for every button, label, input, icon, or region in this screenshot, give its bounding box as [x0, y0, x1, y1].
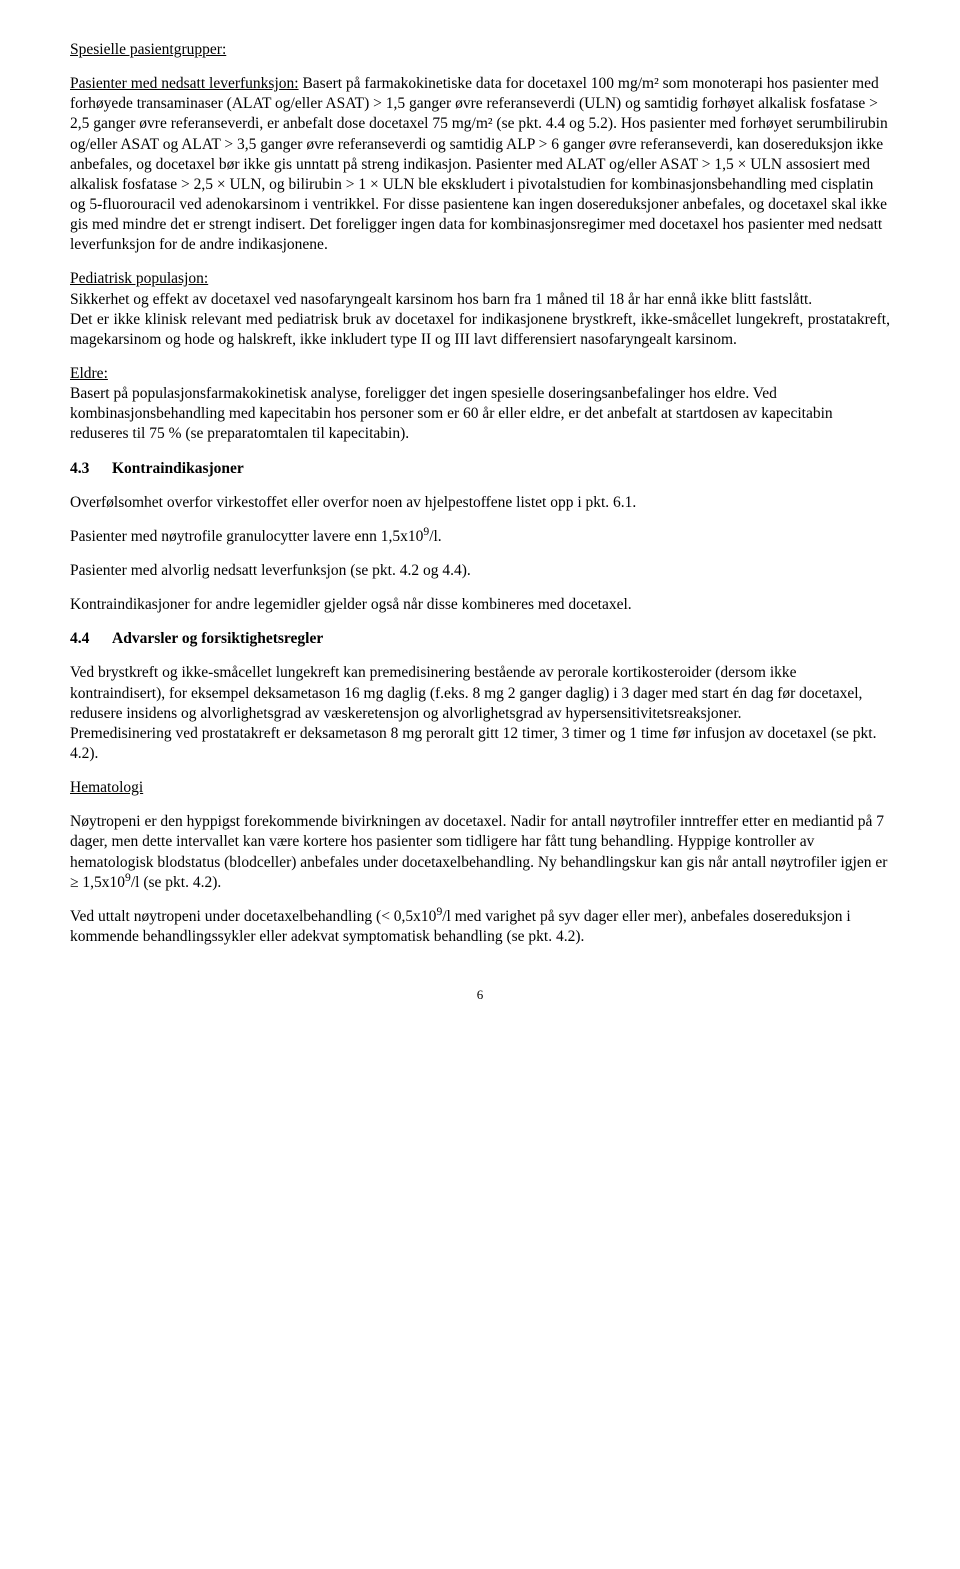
- pediatric-text2: Det er ikke klinisk relevant med pediatr…: [70, 311, 890, 348]
- hema-p1: Nøytropeni er den hyppigst forekommende …: [70, 812, 890, 893]
- hema-p2-a: Ved uttalt nøytropeni under docetaxelbeh…: [70, 908, 436, 925]
- section-title-4-4: Advarsler og forsiktighetsregler: [112, 630, 323, 647]
- sec43-p4: Kontraindikasjoner for andre legemidler …: [70, 595, 890, 615]
- section-4-3-heading: 4.3Kontraindikasjoner: [70, 459, 890, 479]
- section-4-4-heading: 4.4Advarsler og forsiktighetsregler: [70, 629, 890, 649]
- section-number-4-3: 4.3: [70, 459, 112, 479]
- liver-function-paragraph: Pasienter med nedsatt leverfunksjon: Bas…: [70, 74, 890, 255]
- sec43-p3: Pasienter med alvorlig nedsatt leverfunk…: [70, 561, 890, 581]
- elderly-text: Basert på populasjonsfarmakokinetisk ana…: [70, 385, 833, 442]
- sec44-paragraph: Ved brystkreft og ikke-småcellet lungekr…: [70, 663, 890, 764]
- sec43-p2-b: /l.: [429, 528, 442, 545]
- special-groups-heading: Spesielle pasientgrupper:: [70, 40, 890, 60]
- page-number: 6: [70, 987, 890, 1004]
- sec43-p2-a: Pasienter med nøytrofile granulocytter l…: [70, 528, 423, 545]
- sec43-p1: Overfølsomhet overfor virkestoffet eller…: [70, 493, 890, 513]
- hema-p2: Ved uttalt nøytropeni under docetaxelbeh…: [70, 907, 890, 947]
- section-number-4-4: 4.4: [70, 629, 112, 649]
- sec44-p2: Premedisinering ved prostatakreft er dek…: [70, 725, 876, 762]
- pediatric-text1: Sikkerhet og effekt av docetaxel ved nas…: [70, 291, 812, 308]
- pediatric-label: Pediatrisk populasjon:: [70, 270, 208, 287]
- sec43-p2: Pasienter med nøytrofile granulocytter l…: [70, 527, 890, 547]
- pediatric-paragraph: Pediatrisk populasjon: Sikkerhet og effe…: [70, 269, 890, 350]
- elderly-label: Eldre:: [70, 365, 108, 382]
- liver-label: Pasienter med nedsatt leverfunksjon:: [70, 75, 299, 92]
- hema-p1-b: /l (se pkt. 4.2).: [131, 874, 221, 891]
- hematologi-heading: Hematologi: [70, 778, 890, 798]
- section-title-4-3: Kontraindikasjoner: [112, 460, 244, 477]
- liver-text: Basert på farmakokinetiske data for doce…: [70, 75, 888, 253]
- sec44-p1: Ved brystkreft og ikke-småcellet lungekr…: [70, 664, 862, 721]
- elderly-paragraph: Eldre: Basert på populasjonsfarmakokinet…: [70, 364, 890, 445]
